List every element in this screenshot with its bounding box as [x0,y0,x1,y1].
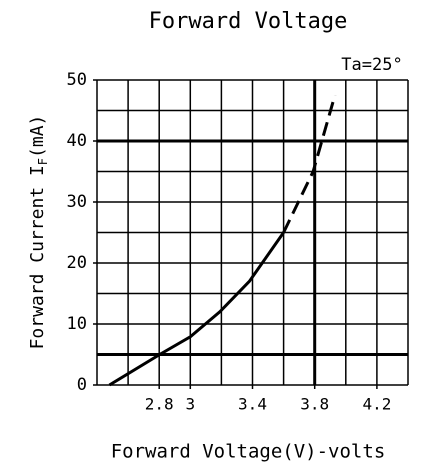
y-tick-label: 20 [67,253,87,273]
x-tick-label: 2.8 [145,395,174,414]
x-tick-label: 4.2 [362,395,391,414]
y-tick-label: 50 [67,70,87,90]
y-tick-label: 40 [67,131,87,151]
y-axis-label: Forward Current IF(mA) [27,115,50,350]
chart-title: Forward Voltage [149,9,348,34]
y-label-main: Forward Current I [27,165,48,349]
x-tick-label: 3.4 [238,395,267,414]
y-label-sub: F [36,158,50,165]
y-tick-label: 0 [77,375,87,395]
annotation: Ta=25° [341,55,402,75]
curve [282,94,337,234]
x-tick-label: 3.8 [300,395,329,414]
x-axis-label: Forward Voltage(V)-volts [111,441,386,463]
curve [108,231,285,387]
y-tick-label: 30 [67,192,87,212]
x-tick-label: 3 [185,395,195,414]
y-label-tail: (mA) [27,115,48,158]
y-tick-label: 10 [67,314,87,334]
